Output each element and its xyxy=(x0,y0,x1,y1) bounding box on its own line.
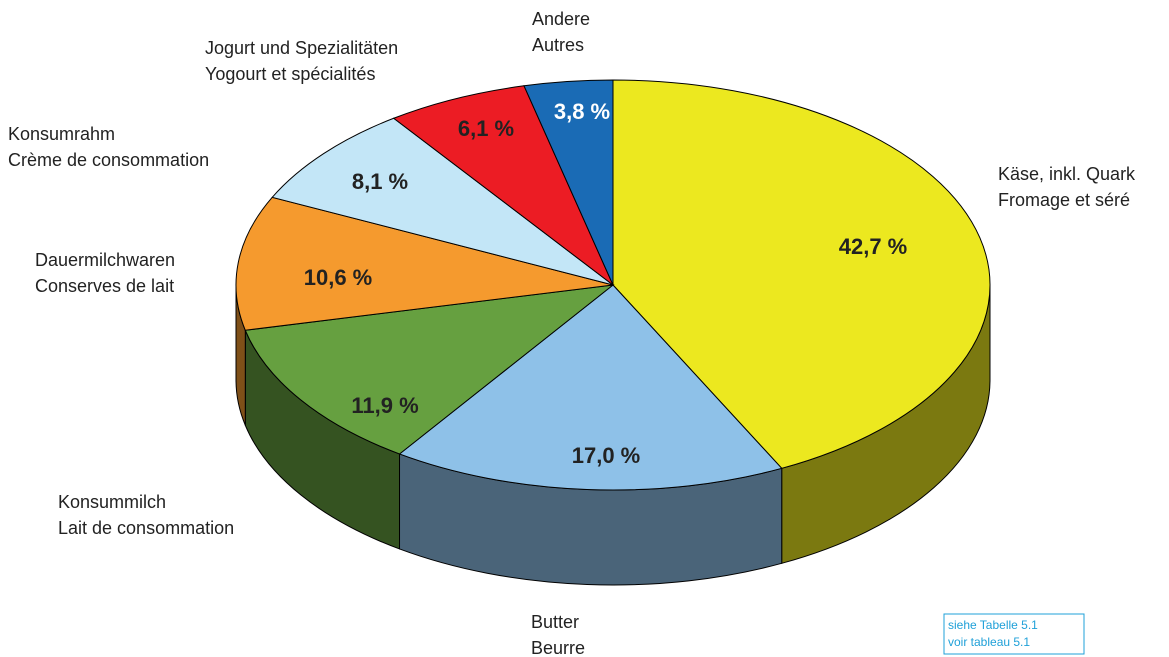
slice xyxy=(392,85,614,286)
slice xyxy=(523,79,614,286)
note-box xyxy=(943,613,1085,655)
category-label: Käse, inkl. Quark xyxy=(998,164,1136,184)
category-label: Conserves de lait xyxy=(35,276,174,296)
category-label: Lait de consommation xyxy=(58,518,234,538)
category-label: Jogurt und Spezialitäten xyxy=(205,38,398,58)
category-label: Andere xyxy=(532,9,590,29)
slice xyxy=(612,79,991,469)
category-label: Yogourt et spécialités xyxy=(205,64,375,84)
category-label: Konsumrahm xyxy=(8,124,115,144)
category-label: Beurre xyxy=(531,638,585,657)
value-label: 11,9 % xyxy=(351,393,418,418)
category-label: Dauermilchwaren xyxy=(35,250,175,270)
value-label: 3,8 % xyxy=(554,99,610,124)
value-label: 10,6 % xyxy=(304,265,373,290)
value-label: 6,1 % xyxy=(458,116,514,141)
value-label: 17,0 % xyxy=(572,443,641,468)
note-line: voir tableau 5.1 xyxy=(948,635,1030,649)
value-label: 42,7 % xyxy=(839,234,908,259)
slice xyxy=(244,284,615,455)
category-label: Butter xyxy=(531,612,579,632)
labels: 42,7 % Käse, inkl. Quark Fromage et séré 17… xyxy=(8,9,1136,657)
note-line: siehe Tabelle 5.1 xyxy=(948,618,1038,632)
category-label: Konsummilch xyxy=(58,492,166,512)
slice xyxy=(398,284,783,491)
category-label: Autres xyxy=(532,35,584,55)
value-label: 8,1 % xyxy=(352,169,408,194)
slice xyxy=(235,196,614,331)
slice xyxy=(271,117,614,286)
category-label: Fromage et séré xyxy=(998,190,1130,210)
category-label: Crème de consommation xyxy=(8,150,209,170)
pie-tops xyxy=(235,79,991,491)
